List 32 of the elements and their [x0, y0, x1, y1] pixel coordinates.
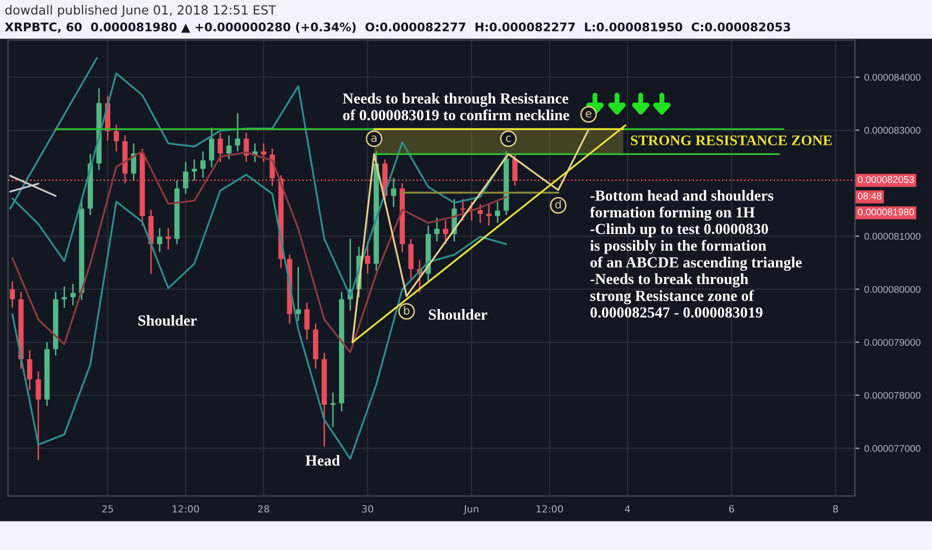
x-tick-label: 25	[102, 505, 113, 513]
x-tick-label: 4	[624, 505, 630, 512]
y-tick-label: 0.000077000	[864, 445, 920, 452]
y-tick-label: 0.000080000	[864, 286, 920, 293]
annotation: -Bottom head and shoulders formation forming on 1H -Climb up to test 0.0000830 is possibly in the formation of an ABCDE ascending triangle -Needs to break through strong Resistance zone of 0.000082547 - 0.000083019	[590, 190, 802, 318]
y-tick-label: 0.000079000	[864, 338, 920, 346]
y-tick-label: 0.000083000	[864, 126, 920, 134]
x-tick-label: 28	[258, 505, 270, 513]
data-label: a	[371, 136, 376, 142]
series-label: STRONG RESISTANCE ZONE	[630, 135, 832, 146]
x-tick-label: 8	[833, 505, 838, 513]
text: 0.000081980	[858, 208, 914, 216]
annotation: Head	[306, 454, 340, 466]
y-tick-label: 0.000081000	[864, 232, 920, 240]
data-label: d	[555, 200, 561, 209]
annotation: Shoulder	[138, 314, 197, 326]
x-tick-label: 6	[729, 505, 734, 513]
y-tick-label: 0.000084000	[864, 74, 920, 81]
y-tick-label: 0.000078000	[864, 392, 920, 399]
annotation: Shoulder	[428, 309, 488, 320]
x-tick-label: Jun	[463, 505, 478, 514]
data-label: b	[404, 306, 410, 315]
text: 08:48	[858, 192, 882, 200]
ref-line-label: 0.000082053	[858, 176, 914, 183]
data-label: e	[586, 111, 592, 118]
chart-subtitle: dowdall published June 01, 2018 12:51 EST	[5, 4, 276, 18]
data-label: c	[506, 136, 511, 142]
x-tick-label: 30	[362, 505, 374, 513]
annotation: Needs to break through Resistance of 0.000083019 to confirm neckline	[342, 92, 570, 120]
x-tick-label: 12:00	[536, 505, 563, 513]
x-tick-label: 12:00	[172, 505, 199, 513]
chart-title: XRPBTC, 60 0.000081980 ▲ +0.000000280 (+0.34%) O:0.000082277 H:0.000082277 L:0.000081950 C:0.000082053	[4, 22, 790, 33]
